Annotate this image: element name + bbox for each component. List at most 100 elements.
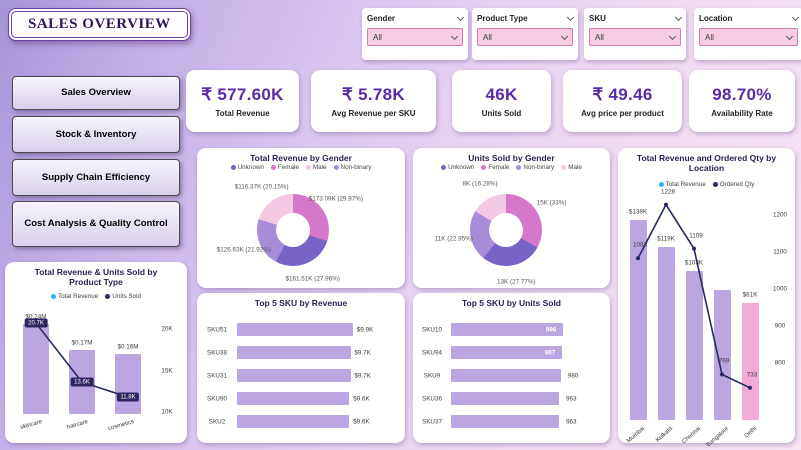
kpi-label: Availability Rate [711,108,773,118]
bar-value: $0.24M [25,313,47,321]
axis-tick-label: 1000 [772,285,788,293]
filter-gender: Gender All [362,8,468,60]
slice-label: $126.63K (21.92%) [216,246,271,254]
kpi-value: ₹ 49.46 [592,84,653,104]
filter-label: Gender [367,13,396,23]
chart-legend: Unknown Female Male Non-binary [197,164,405,171]
bar-value: $9.6K [353,395,370,402]
chevron-down-icon[interactable] [560,32,569,40]
filter-product-type: Product Type All [472,8,578,60]
sku-label: SKU2 [208,418,226,425]
bar[interactable] [685,270,703,420]
sidebar-item-stock-inventory[interactable]: Stock & Inventory [12,116,180,153]
legend-dot [333,165,339,170]
filter-header: Location [699,11,800,25]
slice-label: $161.51K (27.96%) [285,275,340,283]
bar[interactable] [451,369,562,382]
bar[interactable] [451,346,562,359]
legend-item: Unknown [441,164,474,171]
donut-chart[interactable] [257,194,329,266]
legend-label: Total Revenue [58,293,99,300]
sidebar-item-supply-chain-efficiency[interactable]: Supply Chain Efficiency [12,159,180,196]
legend-item: Female [481,164,509,171]
filter-label: SKU [589,13,606,23]
axis-tick-label: 900 [774,322,786,330]
legend-dot [105,294,111,299]
bar[interactable] [713,289,731,420]
bar[interactable] [237,369,351,382]
bar-value: $9.7K [354,372,371,379]
bar[interactable] [741,302,759,420]
bar[interactable] [115,354,141,414]
kpi-card-0: ₹ 577.60K Total Revenue [186,70,299,132]
kpi-label: Total Revenue [215,108,270,118]
chart-title: Total Revenue and Ordered Qty by Locatio… [636,153,777,174]
chart-legend: Total Revenue Ordered Qty [618,181,795,188]
bar[interactable] [237,323,353,336]
chevron-down-icon[interactable] [456,13,465,21]
bar[interactable] [451,323,563,336]
bar-value: $103K [684,259,704,267]
legend-dot [305,165,311,170]
chevron-down-icon[interactable] [791,13,800,21]
chevron-down-icon[interactable] [668,32,677,40]
bar[interactable] [237,415,350,428]
chevron-down-icon[interactable] [674,13,683,21]
legend-item: Units Sold [105,293,141,300]
chevron-down-icon[interactable] [785,32,794,40]
kpi-card-2: 46K Units Sold [452,70,551,132]
bar-value: $81K [742,291,758,299]
kpi-card-3: ₹ 49.46 Avg price per product [563,70,682,132]
kpi-label: Avg Revenue per SKU [331,108,416,118]
kpi-value: ₹ 577.60K [201,84,284,104]
filter-dropdown[interactable]: All [367,28,463,46]
bar[interactable] [23,324,49,414]
bar-value: 996 [545,326,557,333]
sidebar-item-cost-analysis-quality-control[interactable]: Cost Analysis & Quality Control [12,201,180,247]
legend-dot [712,182,718,187]
sku-label: SKU90 [207,395,227,402]
axis-tick-label: 10K [161,408,173,416]
chevron-down-icon[interactable] [450,32,459,40]
bar-value: $0.17M [71,339,93,347]
line-value-badge: 20.7K [24,318,48,328]
bar[interactable] [237,392,350,405]
filter-dropdown[interactable]: All [477,28,573,46]
bar-value: $9.7K [354,349,371,356]
bar-value: $9.9K [356,326,374,333]
legend-dot [270,165,276,170]
line-value-badge: 11.8K [116,392,140,402]
chart-title: Top 5 SKU by Revenue [254,298,348,308]
filter-dropdown[interactable]: All [699,28,798,46]
legend-item: Ordered Qty [712,181,754,188]
legend-label: Non-binary [523,164,555,171]
chart-title: Top 5 SKU by Units Sold [461,298,561,308]
legend-item: Male [561,164,582,171]
bar[interactable] [451,415,560,428]
axis-tick-label: 800 [774,359,786,367]
bar[interactable] [237,346,351,359]
bar-value: $9.6K [353,418,370,425]
bar-value: 963 [566,395,577,402]
sidebar-item-sales-overview[interactable]: Sales Overview [12,76,180,110]
line-value: 769 [718,357,730,365]
legend-label: Male [568,164,582,171]
bar-value: 963 [566,418,577,425]
legend-dot [51,294,57,299]
chevron-down-icon[interactable] [566,13,575,21]
donut-chart[interactable] [470,194,542,266]
legend-label: Total Revenue [665,181,706,188]
kpi-card-4: 98.70% Availability Rate [689,70,795,132]
kpi-label: Units Sold [481,108,522,118]
bar-value: $0.16M [117,343,139,351]
sku-label: SKU51 [207,326,227,333]
bar[interactable] [657,247,675,420]
filter-location: Location All [694,8,801,60]
chart-units_by_gender: Units Sold by Gender Unknown Female Non-bin… [413,148,610,288]
legend-label: Non-binary [340,164,372,171]
filter-dropdown[interactable]: All [589,28,681,46]
filter-header: Product Type [477,11,575,25]
bar[interactable] [451,392,560,405]
bar[interactable] [629,219,647,420]
